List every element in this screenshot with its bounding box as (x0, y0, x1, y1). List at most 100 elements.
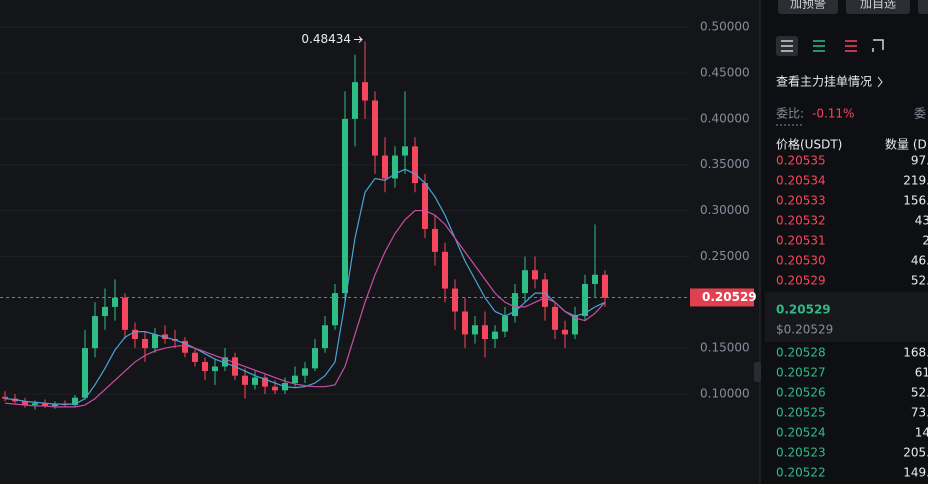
book-quantity: 14 (915, 426, 928, 440)
candle-body (352, 82, 358, 119)
book-price: 0.20526 (776, 386, 826, 400)
y-tick-label: 0.40000 (700, 111, 750, 125)
candle-body (462, 311, 468, 335)
column-header: 价格(USDT) (776, 137, 842, 152)
candle-body (52, 404, 58, 406)
candle-body (272, 386, 278, 391)
candle-body (492, 331, 498, 339)
column-header: 数量 (D (885, 137, 927, 152)
peak-arrow (354, 36, 363, 43)
candle-body (152, 334, 158, 349)
button-label[interactable]: 加预警 (790, 0, 826, 11)
y-tick-label: 0.50000 (700, 20, 750, 34)
button-label[interactable]: 加自选 (860, 0, 896, 11)
book-quantity: 61 (915, 366, 928, 380)
ratio-value: -0.11% (812, 107, 854, 121)
book-price: 0.20535 (776, 154, 826, 168)
price-axis: 0.50000 0.45000 0.40000 0.35000 0.30000 0.250… (690, 20, 757, 401)
icon (781, 40, 793, 52)
candle-body (572, 316, 578, 335)
candle-body (382, 155, 388, 179)
candle-body (142, 338, 148, 349)
moving-average (4, 209, 606, 408)
icon[interactable] (872, 39, 884, 52)
candle-body (602, 274, 608, 298)
candle-body (112, 297, 118, 307)
candle-body (42, 403, 48, 406)
button[interactable] (846, 0, 910, 14)
peak-label: 0.48434 (301, 32, 351, 46)
book-quantity: 73. (911, 406, 928, 420)
button[interactable] (918, 0, 928, 14)
candle-body (362, 82, 368, 101)
book-quantity: 52. (911, 274, 928, 288)
chevron (877, 76, 883, 88)
moving-average (4, 168, 606, 405)
panel-background (760, 0, 928, 484)
book-quantity: 43 (915, 214, 928, 228)
candle-body (302, 368, 308, 376)
candle-body (102, 306, 108, 317)
book-price: 0.20528 (776, 346, 826, 360)
candle-body (312, 348, 318, 369)
last-price: 0.20529 (776, 303, 831, 317)
book-quantity: 219. (903, 174, 928, 188)
book-quantity: 52. (911, 386, 928, 400)
y-tick-label: 0.30000 (700, 203, 750, 217)
book-price: 0.20534 (776, 174, 826, 188)
y-tick-label: 0.15000 (700, 341, 750, 355)
icon[interactable] (813, 40, 825, 52)
candle-body (332, 293, 338, 326)
book-quantity: 2 (922, 234, 928, 248)
last-price-usd: $0.20529 (776, 323, 833, 337)
current-price-label: 0.20529 (702, 290, 757, 304)
candle-body (92, 316, 98, 349)
candle-body (132, 329, 138, 339)
candle-body (32, 403, 38, 406)
candle-body (372, 100, 378, 156)
book-price: 0.20531 (776, 234, 826, 248)
candle-body (502, 316, 508, 332)
icon[interactable] (845, 40, 857, 52)
candle-body (562, 329, 568, 335)
candle-body (342, 118, 348, 294)
ratio-label: 委 (914, 107, 926, 121)
candle-body (202, 361, 208, 372)
candle-body (22, 401, 28, 406)
candle-body (192, 352, 198, 362)
candle-body (552, 306, 558, 330)
book-quantity: 156. (903, 194, 928, 208)
plot-area: 0.48434 (0, 26, 690, 410)
candle-body (592, 274, 598, 284)
book-price: 0.20524 (776, 426, 826, 440)
candle-body (292, 375, 298, 384)
candle-body (522, 270, 528, 294)
y-tick-label: 0.35000 (700, 157, 750, 171)
order-book: 0.20535 97. 0.20534 219. 0.20533 156. 0.20532 4… (776, 154, 928, 480)
book-price: 0.20525 (776, 406, 826, 420)
book-price: 0.20522 (776, 466, 826, 480)
candle-body (392, 155, 398, 179)
book-price: 0.20532 (776, 214, 826, 228)
book-price: 0.20529 (776, 274, 826, 288)
link[interactable]: 查看主力挂单情况 (776, 75, 872, 89)
candle-body (442, 251, 448, 289)
book-quantity: 168. (903, 346, 928, 360)
current-price-box (690, 288, 754, 307)
candle-body (242, 375, 248, 385)
book-price: 0.20533 (776, 194, 826, 208)
y-tick-label: 0.10000 (700, 387, 750, 401)
button[interactable] (778, 0, 838, 14)
book-price: 0.20527 (776, 366, 826, 380)
candle-body (432, 228, 438, 252)
candle-body (122, 297, 128, 330)
resize-handle[interactable] (754, 362, 761, 382)
y-tick-label: 0.25000 (700, 249, 750, 263)
last-price-band (765, 292, 928, 342)
candle-body (2, 396, 8, 399)
candle-body (222, 357, 228, 367)
ratio-label: 委比: (776, 107, 804, 121)
candle-body (262, 377, 268, 387)
book-quantity: 205. (903, 446, 928, 460)
